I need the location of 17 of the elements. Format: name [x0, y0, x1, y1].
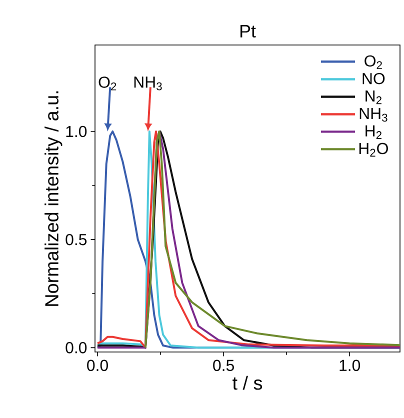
legend-label: H$_{2}$O: [359, 142, 388, 157]
x-tick-label: 1.0: [340, 360, 360, 372]
y-tick-label: 0.5: [66, 234, 87, 246]
annotation: NH$_{3}$: [134, 76, 162, 90]
x-tick-label: 0.5: [213, 360, 234, 372]
legend-label: O$_{2}$: [364, 55, 382, 70]
chart-title: Pt: [240, 25, 256, 38]
y-tick-label: 0.0: [66, 342, 87, 354]
legend-label: NO: [362, 72, 385, 84]
legend-label: H$_{2}$: [366, 125, 382, 139]
x-axis-title: t / s: [232, 376, 262, 390]
y-tick-label: 1.0: [66, 126, 87, 138]
legend-label: NH$_{3}$: [360, 108, 388, 122]
legend-label: N$_{2}$: [366, 90, 382, 104]
annotation: O$_{2}$: [98, 76, 116, 90]
x-tick-label: 0.0: [87, 360, 108, 372]
y-axis-title: Normalized intensity / a.u.: [44, 91, 62, 306]
